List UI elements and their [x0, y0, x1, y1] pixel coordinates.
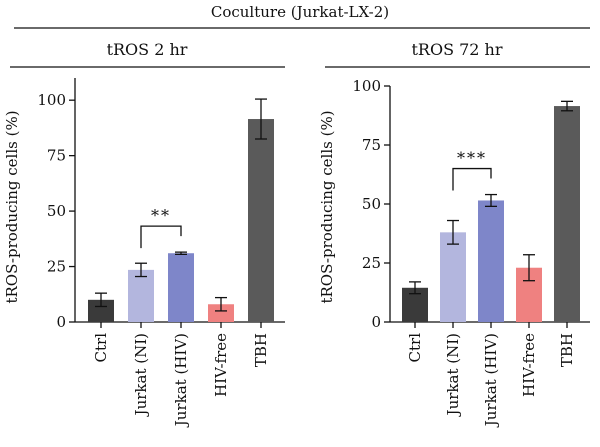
y-axis-title-2hr: tROS-producing cells (%) [3, 110, 21, 303]
error-bar-2hr-ctrl [95, 292, 107, 308]
bar-2hr-hiv-free [208, 304, 234, 322]
y-tick-label-72hr-0: 0 [371, 313, 381, 331]
x-tick-label-72hr-hiv-free: HIV-free [520, 333, 538, 397]
chart-panel-2hr: tROS 2 hr tROS-producing cells (%) 0 25 50… [3, 40, 285, 428]
y-tick-label-2hr-75: 75 [47, 147, 66, 165]
significance-bracket-72hr [452, 167, 492, 191]
bar-72hr-tbh [554, 106, 580, 322]
error-bar-72hr-tbh [561, 100, 573, 112]
y-tick-label-2hr-0: 0 [56, 313, 66, 331]
x-tick-label-72hr-jurkat-ni: Jurkat (NI) [444, 333, 462, 417]
bar-72hr-jurkat-ni [440, 232, 466, 322]
y-tick-label-2hr-25: 25 [47, 258, 66, 276]
bar-2hr-jurkat-ni [128, 269, 154, 322]
bar-2hr-ctrl [88, 299, 114, 322]
error-bar-72hr-ctrl [409, 281, 421, 295]
y-tick-label-72hr-75: 75 [362, 136, 381, 154]
x-tick-label-2hr-ctrl: Ctrl [92, 333, 110, 363]
y-tick-label-72hr-100: 100 [352, 77, 381, 95]
error-bar-2hr-jurkat-ni [135, 262, 147, 278]
bar-2hr-jurkat-hiv [168, 253, 194, 322]
y-tick-label-72hr-50: 50 [362, 195, 381, 213]
chart-panel-72hr: tROS 72 hr tROS-producing cells (%) 0 25 5… [318, 40, 590, 428]
y-tick-label-72hr-25: 25 [362, 254, 381, 272]
error-bar-2hr-tbh [255, 98, 267, 140]
bar-72hr-jurkat-hiv [478, 200, 504, 322]
x-tick-label-72hr-jurkat-hiv: Jurkat (HIV) [482, 333, 500, 428]
y-tick-label-2hr-100: 100 [37, 91, 66, 109]
significance-label-72hr: *** [457, 149, 487, 168]
y-tick-label-2hr-50: 50 [47, 202, 66, 220]
panel-title-72hr: tROS 72 hr [411, 40, 502, 59]
main-title: Coculture (Jurkat-LX-2) [211, 3, 389, 21]
panel-title-2hr: tROS 2 hr [107, 40, 188, 59]
significance-label-2hr: ** [151, 206, 171, 225]
x-tick-label-72hr-ctrl: Ctrl [406, 333, 424, 363]
bar-2hr-tbh [248, 119, 274, 322]
x-tick-label-72hr-tbh: TBH [558, 333, 576, 367]
significance-bracket-2hr [140, 225, 182, 249]
x-tick-label-2hr-hiv-free: HIV-free [212, 333, 230, 397]
x-tick-label-2hr-tbh: TBH [252, 333, 270, 367]
y-axis-title-72hr: tROS-producing cells (%) [318, 110, 336, 303]
x-tick-label-2hr-jurkat-hiv: Jurkat (HIV) [172, 333, 190, 428]
error-bar-2hr-hiv-free [215, 296, 227, 312]
error-bar-72hr-hiv-free [523, 254, 535, 282]
error-bar-72hr-jurkat-ni [447, 219, 459, 245]
error-bar-72hr-jurkat-hiv [485, 193, 497, 208]
error-bar-2hr-jurkat-hiv [175, 251, 187, 255]
x-tick-label-2hr-jurkat-ni: Jurkat (NI) [132, 333, 150, 417]
